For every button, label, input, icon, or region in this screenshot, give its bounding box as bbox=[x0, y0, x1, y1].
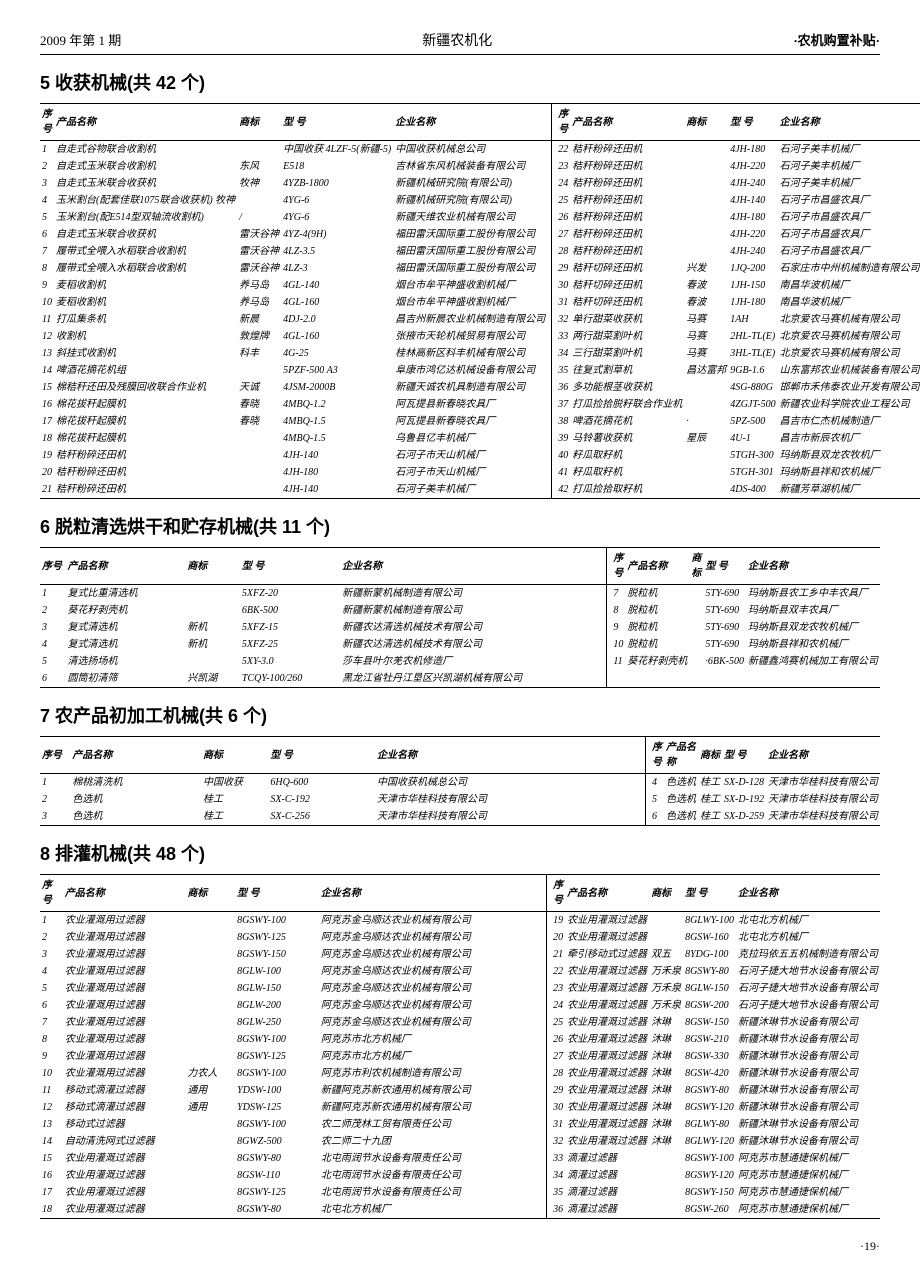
table-row: 16棉花拔秆起膜机春晓4MBQ-1.2阿瓦提县新春晓农具厂 37打瓜捡拾脱籽联合… bbox=[40, 396, 920, 413]
table-row: 18棉花拔秆起膜机4MBQ-1.5乌鲁县亿丰机械厂 39马铃薯收获机星辰4U-1… bbox=[40, 430, 920, 447]
data-table: 序号 产品名称 商标 型 号 企业名称序号 产品名称 商标 型 号 企业名称 1… bbox=[40, 874, 880, 1219]
table-row: 13斜挂式收割机科丰4G-25桂林高新区科丰机械有限公司 34三行甜菜割叶机马赛… bbox=[40, 345, 920, 362]
table-row: 11打瓜集条机新晨4DJ-2.0昌吉州新晨农业机械制造有限公司 32单行甜菜收获… bbox=[40, 311, 920, 328]
table-row: 1农业灌溉用过滤器8GSWY-100阿克苏金乌顺达农业机械有限公司 19农业用灌… bbox=[40, 912, 880, 930]
table-row: 4玉米割台(配套佳联1075联合收获机) 牧神4YG-6新疆机械研究院(有限公司… bbox=[40, 192, 920, 209]
table-row: 2自走式玉米联合收割机东风E518吉林省东风机械装备有限公司 23秸秆粉碎还田机… bbox=[40, 158, 920, 175]
section-title: 5 收获机械(共 42 个) bbox=[40, 69, 880, 95]
header-right: ·农机购置补贴· bbox=[793, 30, 880, 50]
table-row: 5玉米割台(配E514型双轴流收割机)/4YG-6新疆天维农业机械有限公司 26… bbox=[40, 209, 920, 226]
table-row: 12收割机敦煌牌4GL-160张掖市天轮机械贸易有限公司 33两行甜菜割叶机马赛… bbox=[40, 328, 920, 345]
table-row: 1复式比重清选机5XFZ-20新疆新蒙机械制造有限公司 7脱粒机5TY-690玛… bbox=[40, 585, 880, 603]
table-row: 17棉花拔秆起膜机春晓4MBQ-1.5阿瓦提县新春晓农具厂 38啤酒花摘花机·5… bbox=[40, 413, 920, 430]
header-center: 新疆农机化 bbox=[422, 30, 492, 50]
table-row: 12移动式滴灌过滤器通用YDSW-125新疆阿克苏新农通用机械有限公司 30农业… bbox=[40, 1099, 880, 1116]
table-row: 20秸秆粉碎还田机4JH-180石河子市天山机械厂 41籽瓜取籽机5TGH-30… bbox=[40, 464, 920, 481]
table-row: 9麦稻收割机养马岛4GL-140烟台市牟平神盛收割机械厂 30秸秆切碎还田机春波… bbox=[40, 277, 920, 294]
sections-container: 5 收获机械(共 42 个) 序号 产品名称 商标 型 号 企业名称序号 产品名… bbox=[40, 69, 880, 1219]
table-row: 15棉秸秆还田及残膜回收联合作业机天诚4JSM-2000B新疆天诚农机具制造有限… bbox=[40, 379, 920, 396]
table-row: 16农业用灌溉过滤器8GSW-110北屯雨润节水设备有限责任公司 34滴灌过滤器… bbox=[40, 1167, 880, 1184]
table-row: 4复式清选机新机5XFZ-25新疆农达清选机械技术有限公司 10脱粒机5TY-6… bbox=[40, 636, 880, 653]
table-row: 2农业灌溉用过滤器8GSWY-125阿克苏金乌顺达农业机械有限公司 20农业用灌… bbox=[40, 929, 880, 946]
data-table: 序号 产品名称 商标 型 号 企业名称序号 产品名称 商标 型 号 企业名称 1… bbox=[40, 547, 880, 688]
table-row: 2葵花籽剥壳机6BK-500新疆新蒙机械制造有限公司 8脱粒机5TY-690玛纳… bbox=[40, 602, 880, 619]
section-title: 8 排灌机械(共 48 个) bbox=[40, 840, 880, 866]
table-row: 5清选扬场机5XY-3.0莎车县叶尔羌农机修造厂 11葵花籽剥壳机·6BK-50… bbox=[40, 653, 880, 670]
table-row: 2色选机桂工SX-C-192天津市华桂科技有限公司 5色选机桂工SX-D-192… bbox=[40, 791, 880, 808]
table-row: 5农业灌溉用过滤器8GLW-150阿克苏金乌顺达农业机械有限公司 23农业用灌溉… bbox=[40, 980, 880, 997]
data-table: 序号 产品名称 商标 型 号 企业名称序号 产品名称 商标 型 号 企业名称 1… bbox=[40, 736, 880, 826]
table-row: 8农业灌溉用过滤器8GSWY-100阿克苏市北方机械厂 26农业用灌溉过滤器沐琳… bbox=[40, 1031, 880, 1048]
table-row: 9农业灌溉用过滤器8GSWY-125阿克苏市北方机械厂 27农业用灌溉过滤器沐琳… bbox=[40, 1048, 880, 1065]
table-row: 19秸秆粉碎还田机4JH-140石河子市天山机械厂 40籽瓜取籽机5TGH-30… bbox=[40, 447, 920, 464]
table-row: 11移动式滴灌过滤器通用YDSW-100新疆阿克苏新农通用机械有限公司 29农业… bbox=[40, 1082, 880, 1099]
table-row: 6自走式玉米联合收获机雷沃谷神4YZ-4(9H)福田雷沃国际重工股份有限公司 2… bbox=[40, 226, 920, 243]
table-row: 18农业用灌溉过滤器8GSWY-80北屯北方机械厂 36滴灌过滤器8GSW-26… bbox=[40, 1201, 880, 1219]
table-row: 3农业灌溉用过滤器8GSWY-150阿克苏金乌顺达农业机械有限公司 21牵引移动… bbox=[40, 946, 880, 963]
table-row: 21秸秆粉碎还田机4JH-140石河子美丰机械厂 42打瓜捡拾取籽机4DS-40… bbox=[40, 481, 920, 499]
table-row: 3色选机桂工SX-C-256天津市华桂科技有限公司 6色选机桂工SX-D-259… bbox=[40, 808, 880, 826]
table-row: 10麦稻收割机养马岛4GL-160烟台市牟平神盛收割机械厂 31秸秆切碎还田机春… bbox=[40, 294, 920, 311]
section-title: 7 农产品初加工机械(共 6 个) bbox=[40, 702, 880, 728]
table-row: 7履带式全喂入水稻联合收割机雷沃谷神4LZ-3.5福田雷沃国际重工股份有限公司 … bbox=[40, 243, 920, 260]
table-row: 4农业灌溉用过滤器8GLW-100阿克苏金乌顺达农业机械有限公司 22农业用灌溉… bbox=[40, 963, 880, 980]
section-title: 6 脱粒清选烘干和贮存机械(共 11 个) bbox=[40, 513, 880, 539]
table-row: 1棉桃清洗机中国收获6HQ-600中国收获机械总公司 4色选机桂工SX-D-12… bbox=[40, 774, 880, 792]
table-row: 10农业灌溉用过滤器力农人8GSWY-100阿克苏市利农机械制造有限公司 28农… bbox=[40, 1065, 880, 1082]
table-row: 8履带式全喂入水稻联合收割机雷沃谷神4LZ-3福田雷沃国际重工股份有限公司 29… bbox=[40, 260, 920, 277]
table-row: 17农业用灌溉过滤器8GSWY-125北屯雨润节水设备有限责任公司 35滴灌过滤… bbox=[40, 1184, 880, 1201]
table-row: 6农业灌溉用过滤器8GLW-200阿克苏金乌顺达农业机械有限公司 24农业用灌溉… bbox=[40, 997, 880, 1014]
table-row: 3自走式玉米联合收获机牧神4YZB-1800新疆机械研究院(有限公司) 24秸秆… bbox=[40, 175, 920, 192]
data-table: 序号 产品名称 商标 型 号 企业名称序号 产品名称 商标 型 号 企业名称 1… bbox=[40, 103, 920, 499]
table-row: 6圆筒初清筛兴凯湖TCQY-100/260黑龙江省牡丹江垦区兴凯湖机械有限公司 bbox=[40, 670, 880, 688]
table-row: 14啤酒花摘花机组5PZF-500 A3阜康市鸿亿达机械设备有限公司 35往复式… bbox=[40, 362, 920, 379]
table-row: 3复式清选机新机5XFZ-15新疆农达清选机械技术有限公司 9脱粒机5TY-69… bbox=[40, 619, 880, 636]
table-row: 13移动式过滤器8GSWY-100农二师茂林工贸有限责任公司 31农业用灌溉过滤… bbox=[40, 1116, 880, 1133]
page-header: 2009 年第 1 期 新疆农机化 ·农机购置补贴· bbox=[40, 30, 880, 55]
table-row: 15农业用灌溉过滤器8GSWY-80北屯雨润节水设备有限责任公司 33滴灌过滤器… bbox=[40, 1150, 880, 1167]
table-row: 7农业灌溉用过滤器8GLW-250阿克苏金乌顺达农业机械有限公司 25农业用灌溉… bbox=[40, 1014, 880, 1031]
table-row: 14自动清洗网式过滤器8GWZ-500农二师二十九团 32农业用灌溉过滤器沐琳8… bbox=[40, 1133, 880, 1150]
table-row: 1自走式谷物联合收割机中国收获 4LZF-5(新疆-5)中国收获机械总公司 22… bbox=[40, 141, 920, 159]
page-number: ·19· bbox=[40, 1239, 880, 1254]
header-left: 2009 年第 1 期 bbox=[40, 30, 121, 50]
